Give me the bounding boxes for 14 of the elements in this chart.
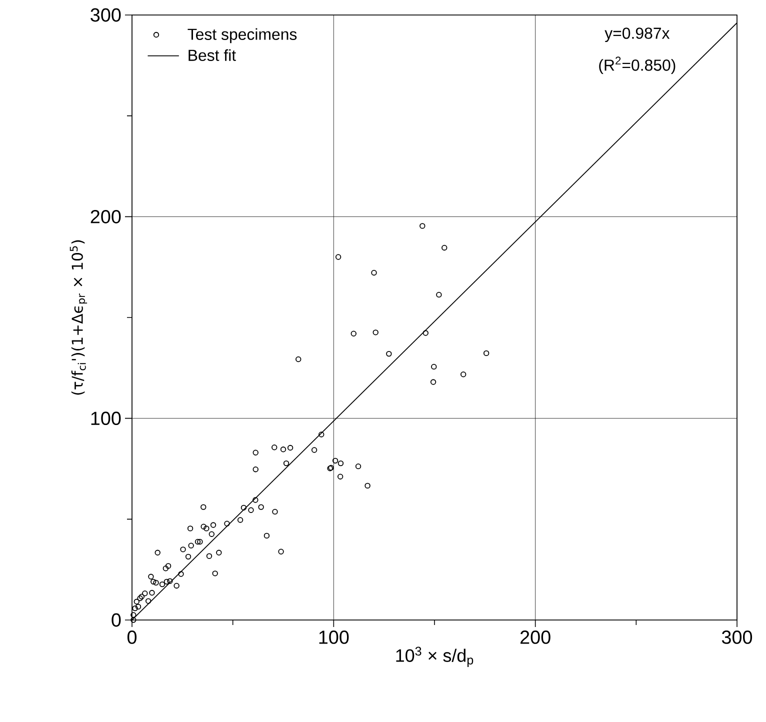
x-tick-label: 100 <box>319 630 349 644</box>
annotation: y=0.987x <box>604 28 670 42</box>
y-tick-label: 300 <box>90 8 121 22</box>
y-axis-title: (τ/f$_{ci}$')(1+Δϵ$_{pr}$ × 10$^{5}$) <box>70 240 88 395</box>
legend-label: Best fit <box>188 49 236 61</box>
y-tick-label: 0 <box>112 613 121 627</box>
y-tick-label: 200 <box>90 210 121 224</box>
x-tick-label: 200 <box>520 630 550 644</box>
legend-label: Test specimens <box>188 28 297 44</box>
annotation: (R$^{2}$=0.850) <box>599 56 676 74</box>
y-tick-label: 100 <box>91 412 121 426</box>
x-tick-label: 300 <box>722 630 752 644</box>
x-axis-title: 10$^{3}$ × s/d$_{p}$ <box>396 646 474 667</box>
x-tick-label: 0 <box>127 630 137 644</box>
